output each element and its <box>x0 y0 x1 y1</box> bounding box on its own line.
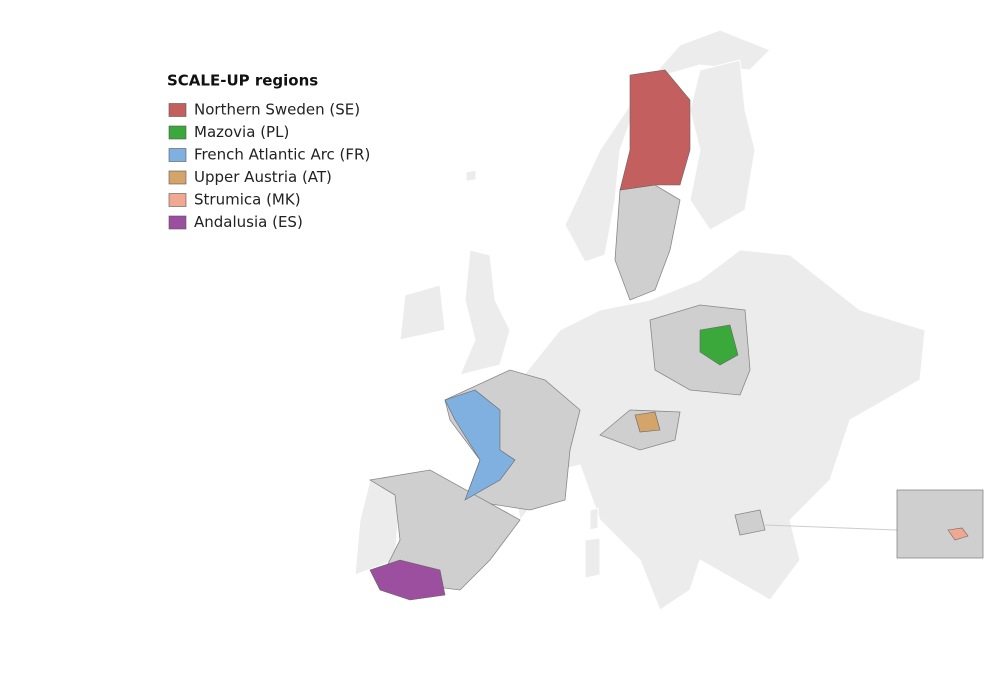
legend-label: Northern Sweden (SE) <box>194 101 360 119</box>
sweden <box>614 184 681 301</box>
north-macedonia <box>734 509 766 536</box>
inset-map <box>896 489 984 559</box>
legend-swatch <box>168 125 187 140</box>
sardinia <box>584 537 601 579</box>
legend-swatch <box>168 170 187 185</box>
uk <box>459 249 511 376</box>
french-atlantic-arc <box>444 389 516 501</box>
ireland <box>399 284 446 341</box>
legend-label: Andalusia (ES) <box>194 213 303 231</box>
legend-swatch <box>168 215 187 230</box>
legend-swatch <box>168 103 187 117</box>
legend: SCALE-UP regions Northern Sweden (SE) Maz… <box>167 72 370 232</box>
regions <box>369 69 969 601</box>
legend-label: Strumica (MK) <box>194 191 301 209</box>
legend-swatch <box>168 148 187 162</box>
inset-connector <box>764 524 898 531</box>
northern-sweden <box>619 69 691 191</box>
upper-austria <box>634 411 661 433</box>
legend-swatch <box>168 193 187 207</box>
mainland <box>499 249 926 611</box>
strumica <box>947 527 969 541</box>
base-land <box>354 29 926 611</box>
spain <box>368 469 521 591</box>
legend-label: Mazovia (PL) <box>194 123 289 141</box>
legend-title: SCALE-UP regions <box>167 72 318 90</box>
legend-label: Upper Austria (AT) <box>194 168 332 186</box>
legend-label: French Atlantic Arc (FR) <box>194 146 370 164</box>
corsica <box>589 507 599 531</box>
iceland-islet <box>465 169 477 182</box>
finland <box>689 59 756 231</box>
andalusia <box>369 559 446 601</box>
mazovia <box>699 324 739 366</box>
